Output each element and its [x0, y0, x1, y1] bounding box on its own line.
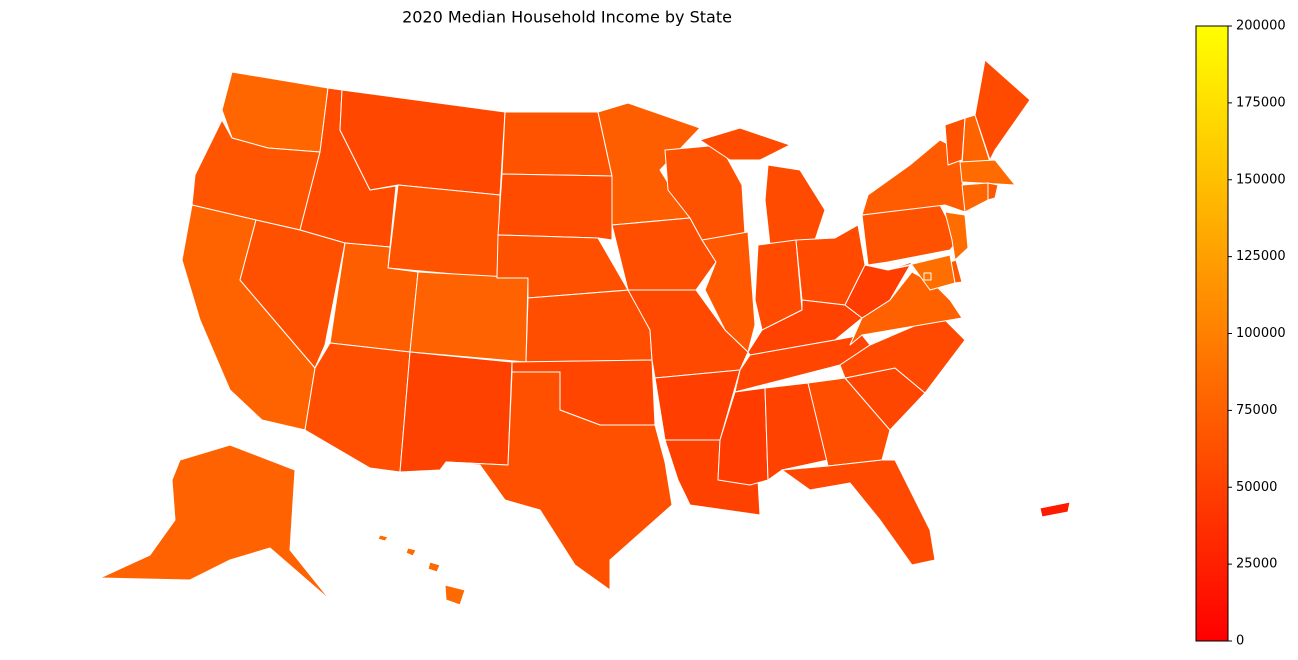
region — [409, 271, 529, 363]
region — [887, 254, 956, 291]
region — [497, 173, 613, 241]
map — [99, 59, 1071, 606]
region — [987, 182, 999, 201]
region — [844, 261, 913, 319]
region — [445, 371, 673, 591]
colorbar-tick-label: 0 — [1236, 634, 1244, 649]
region — [959, 159, 1016, 186]
region — [99, 444, 331, 601]
region — [861, 204, 959, 266]
chart-title: 2020 Median Household Income by State — [402, 8, 732, 27]
region — [525, 289, 653, 363]
region — [339, 89, 506, 196]
colorbar-tick-label: 150000 — [1236, 172, 1286, 187]
colorbar-tick-label: 175000 — [1236, 95, 1286, 110]
colorbar-tick-label: 100000 — [1236, 326, 1286, 341]
region — [839, 314, 966, 394]
region — [387, 184, 501, 279]
region — [304, 342, 411, 473]
region — [849, 271, 963, 346]
region — [501, 111, 613, 177]
region — [399, 351, 513, 473]
region — [781, 459, 936, 566]
colorbar-tick-label: 125000 — [1236, 249, 1286, 264]
colorbar-tick-label: 75000 — [1236, 403, 1277, 418]
region — [944, 211, 969, 261]
region — [377, 534, 466, 606]
colorbar-tick-label: 50000 — [1236, 480, 1277, 495]
region — [807, 377, 891, 467]
region — [923, 272, 932, 281]
region — [764, 382, 829, 481]
region — [974, 59, 1031, 161]
colorbar-tick-label: 200000 — [1236, 19, 1286, 34]
region — [701, 231, 756, 353]
region — [239, 219, 346, 369]
colorbar — [1195, 25, 1229, 642]
colorbar-tick-label: 25000 — [1236, 557, 1277, 572]
region — [961, 182, 989, 213]
region — [734, 334, 871, 393]
region — [1039, 501, 1071, 518]
